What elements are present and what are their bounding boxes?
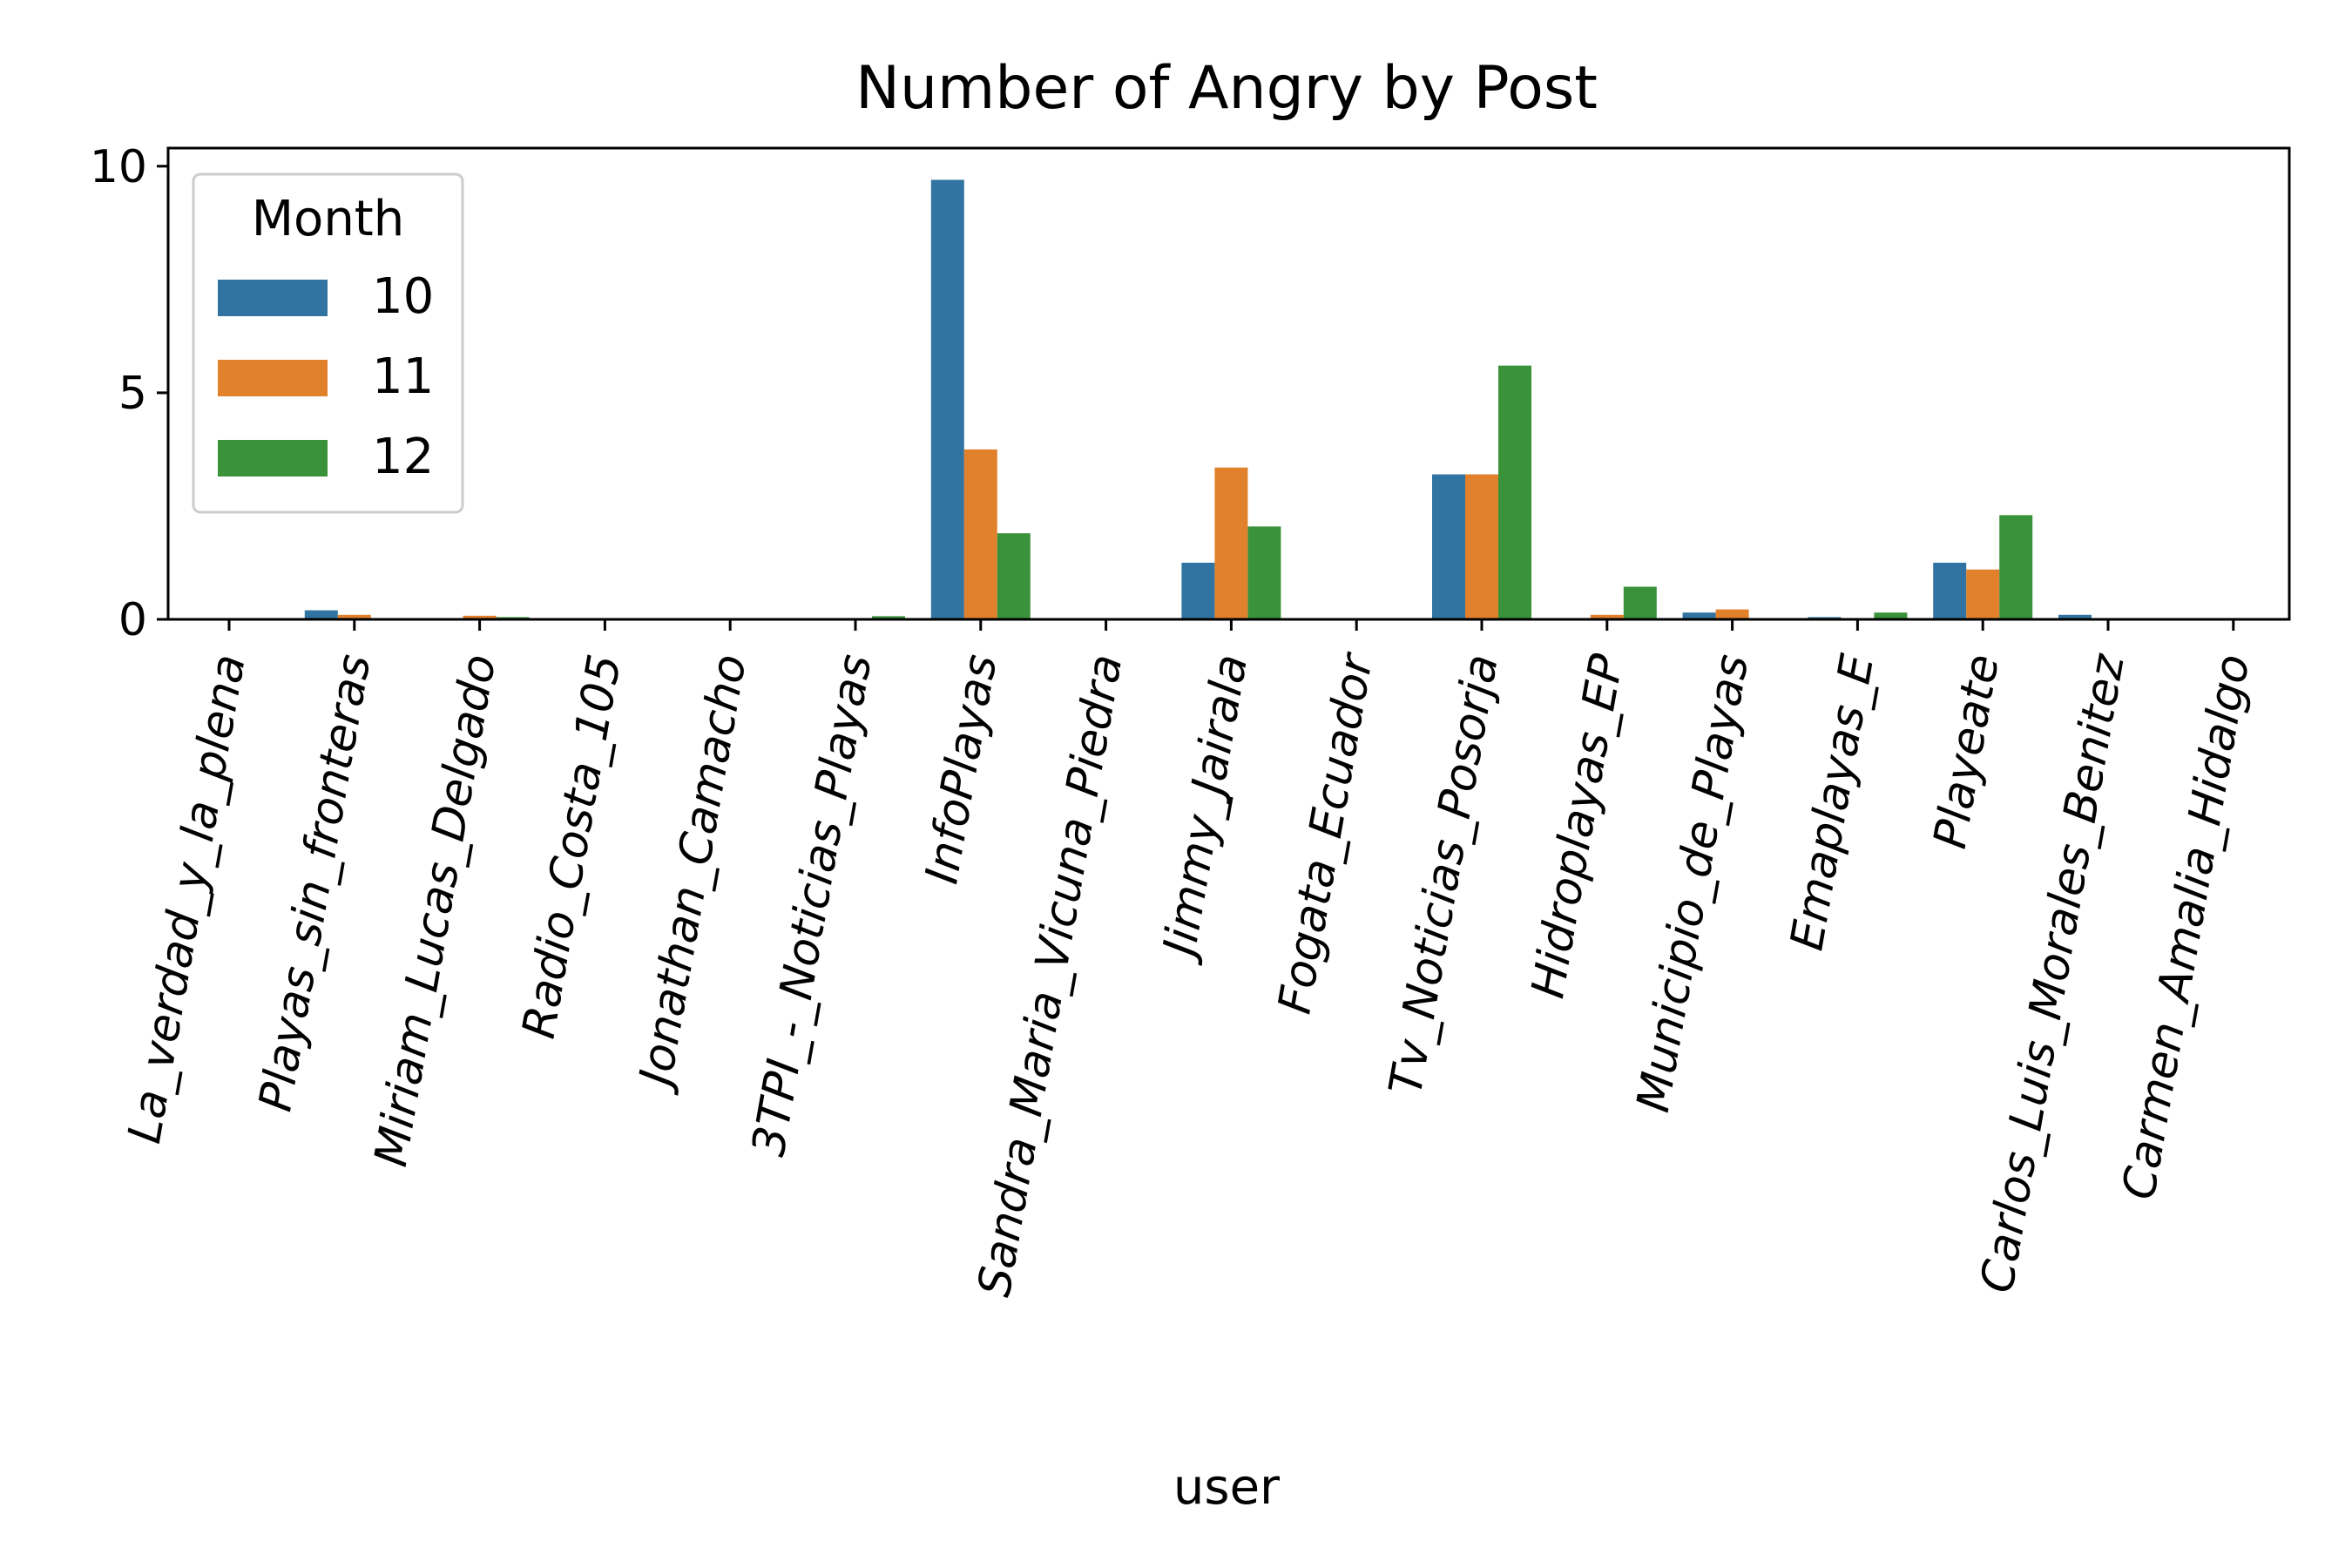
bar-InfoPlayas-11 bbox=[963, 449, 997, 619]
legend-title: Month bbox=[252, 191, 405, 247]
x-tick-label: Radio_Costa_105 bbox=[513, 651, 632, 1043]
legend-label-12: 12 bbox=[372, 429, 434, 485]
y-tick-label: 10 bbox=[90, 141, 147, 193]
y-tick-label: 5 bbox=[118, 368, 147, 420]
bar-Carlos_Luis_Morales_Benitez-10 bbox=[2058, 614, 2092, 619]
bar-Jimmy_Jairala-10 bbox=[1181, 562, 1215, 619]
x-tick-label: Tv_Noticias_Posorja bbox=[1380, 651, 1509, 1099]
chart-title: Number of Angry by Post bbox=[855, 54, 1598, 123]
x-tick-label: Playeate bbox=[1924, 651, 2010, 853]
bar-Playas_sin_fronteras-10 bbox=[304, 610, 338, 619]
x-tick-label: Jimmy_Jairala bbox=[1152, 651, 1258, 967]
plot-frame bbox=[166, 146, 2291, 621]
bar-3TPI_-_Noticias_Playas-12 bbox=[872, 616, 905, 619]
x-tick-label: Emaplayas_E bbox=[1781, 651, 1885, 955]
bar-Jimmy_Jairala-12 bbox=[1247, 526, 1281, 619]
legend-frame bbox=[192, 172, 464, 514]
bar-Emaplayas_E-12 bbox=[1874, 612, 1908, 619]
legend-label-10: 10 bbox=[372, 268, 434, 325]
x-tick-label: InfoPlayas bbox=[916, 651, 1007, 888]
x-tick-label: Carlos_Luis_Morales_Benitez bbox=[1971, 649, 2135, 1296]
y-tick-label: 0 bbox=[118, 594, 147, 646]
legend: Month 10 11 12 bbox=[192, 172, 464, 514]
x-tick-label: La_verdad_y_la_plena bbox=[118, 651, 256, 1147]
x-axis-label: user bbox=[1173, 1459, 1281, 1516]
x-tick-label: Municipio_de_Playas bbox=[1627, 651, 1759, 1116]
bar-Miriam_Lucas_Delgado-11 bbox=[463, 615, 497, 619]
x-tick-label: Sandra_Maria_Vicuna_Piedra bbox=[969, 651, 1133, 1301]
bar-Jimmy_Jairala-11 bbox=[1214, 467, 1248, 619]
legend-swatch-10 bbox=[218, 280, 328, 316]
bar-Hidroplayas_EP-12 bbox=[1623, 586, 1657, 619]
legend-swatch-11 bbox=[218, 360, 328, 396]
bar-InfoPlayas-10 bbox=[930, 179, 964, 620]
bar-Playeate-12 bbox=[1999, 515, 2033, 619]
bar-Municipio_de_Playas-11 bbox=[1715, 609, 1749, 619]
x-tick-label: Playas_sin_fronteras bbox=[249, 651, 381, 1115]
bar-Playeate-11 bbox=[1966, 569, 2000, 619]
bar-Tv_Noticias_Posorja-10 bbox=[1432, 474, 1465, 619]
x-tick-label: Hidroplayas_EP bbox=[1522, 650, 1633, 1002]
x-tick-label: Miriam_Lucas_Delgado bbox=[365, 651, 506, 1171]
bar-Municipio_de_Playas-10 bbox=[1682, 612, 1716, 619]
bar-Playas_sin_fronteras-11 bbox=[337, 614, 371, 619]
bar-InfoPlayas-12 bbox=[997, 533, 1031, 619]
bar-Tv_Noticias_Posorja-11 bbox=[1465, 474, 1498, 619]
x-tick-label: 3TPI_-_Noticias_Playas bbox=[742, 651, 882, 1160]
bar-Playeate-10 bbox=[1933, 562, 1967, 619]
x-tick-label: Fogata_Ecuador bbox=[1268, 647, 1383, 1017]
x-tick-label: Carmen_Amalia_Hidalgo bbox=[2112, 651, 2260, 1203]
x-tick-label: Jonathan_Camacho bbox=[628, 651, 757, 1097]
bar-Tv_Noticias_Posorja-12 bbox=[1498, 365, 1531, 619]
legend-label-11: 11 bbox=[372, 348, 434, 405]
legend-swatch-12 bbox=[218, 440, 328, 476]
bar-Hidroplayas_EP-11 bbox=[1590, 614, 1624, 619]
